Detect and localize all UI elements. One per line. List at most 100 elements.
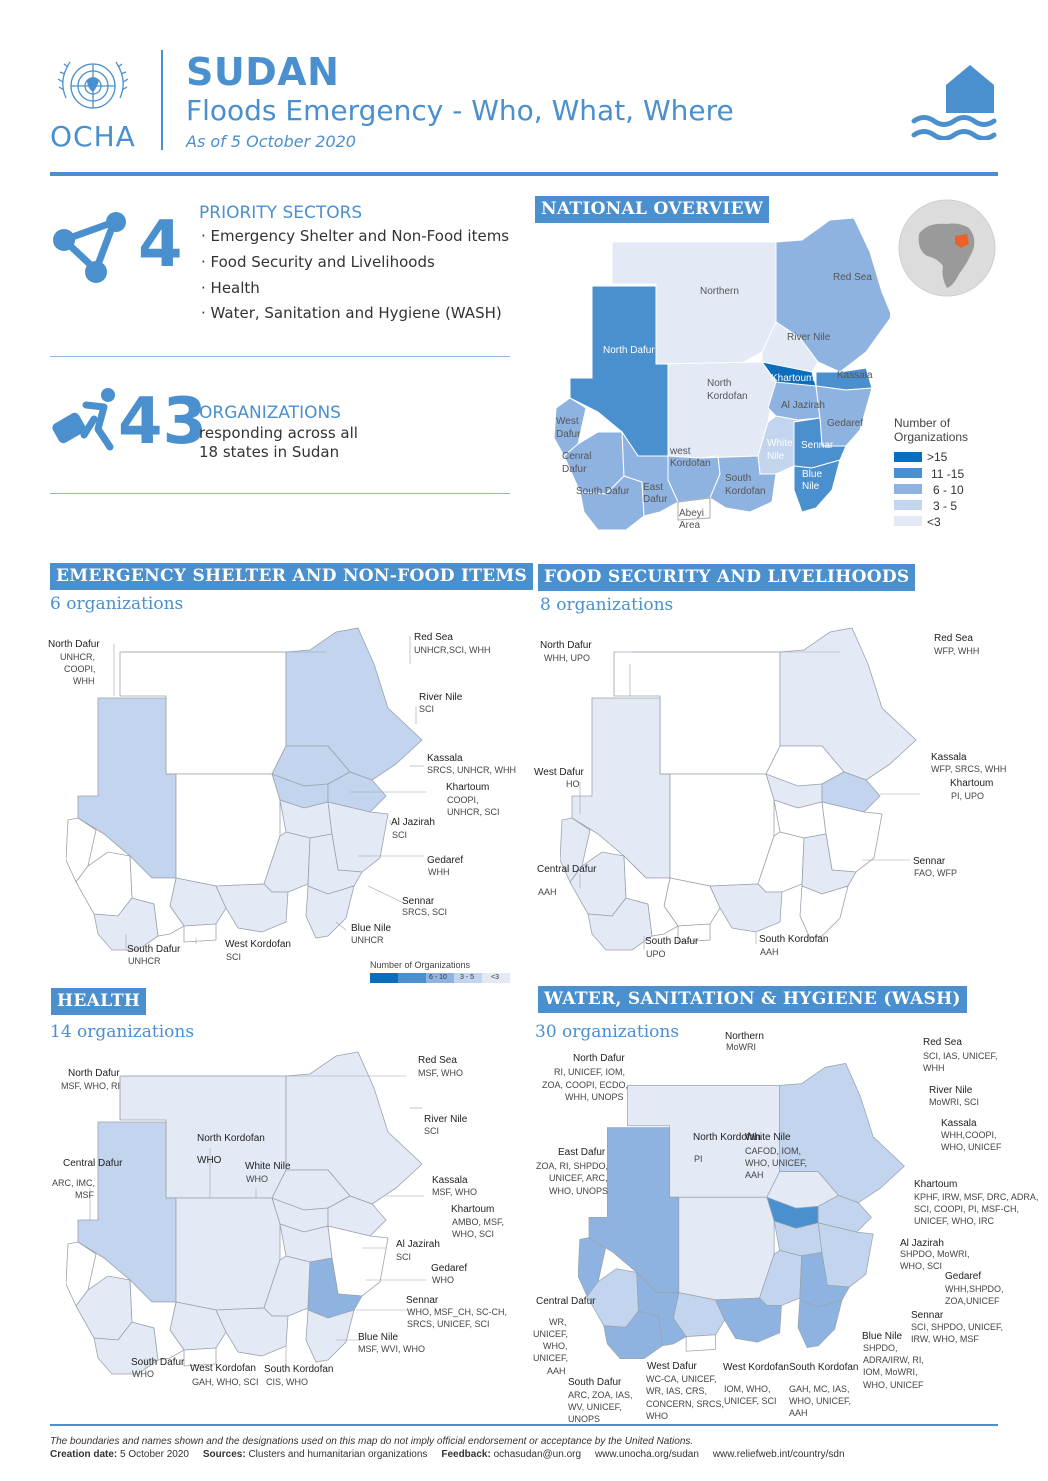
map-label-orgs: WHO	[246, 1174, 268, 1184]
map-label-orgs: ARC, ZOA, IAS,	[568, 1390, 633, 1400]
state-label-blue-nile: Blue	[802, 469, 823, 480]
map-label-state: Gedaref	[431, 1263, 468, 1274]
map-label-orgs: WHH	[73, 676, 95, 686]
state-label-west-kordofan: west	[670, 446, 691, 457]
state-label-west-kordofan: Kordofan	[670, 458, 711, 469]
map-label-orgs: WHO, UNICEF,	[789, 1396, 851, 1406]
legend-label: 6 - 10	[933, 483, 964, 497]
footer-link-reliefweb[interactable]: www.reliefweb.int/country/sdn	[712, 1449, 845, 1460]
map-label-state: North Dafur	[540, 640, 592, 651]
map-label-state: Central Dafur	[63, 1158, 123, 1169]
map-label-state: Central Dafur	[536, 1296, 596, 1307]
state-north-kordofan	[655, 361, 777, 459]
page-subtitle: Floods Emergency - Who, What, Where	[186, 94, 734, 127]
map-label-orgs: AAH	[547, 1366, 566, 1376]
map-label-orgs: MoWRI, SCI	[929, 1097, 980, 1107]
state-label-south-dafur: South Dafur	[576, 486, 630, 497]
map-label-state: East Dafur	[558, 1147, 606, 1158]
map-label-orgs: COOPI,	[447, 795, 479, 805]
map-label-state: Kassala	[931, 752, 967, 763]
map-label-orgs: IOM, WHO,	[724, 1384, 771, 1394]
map-label-orgs: GAH, MC, IAS,	[789, 1384, 850, 1394]
map-label-state: Blue Nile	[351, 923, 392, 934]
map-label-orgs: WHH, UNOPS	[565, 1092, 624, 1102]
map-label-state: White Nile	[745, 1132, 791, 1143]
map-label-orgs: WHO, SCI	[452, 1229, 494, 1239]
map-label-state: South Kordofan	[759, 934, 829, 945]
map-label-orgs: WHO, UNICEF	[941, 1142, 1002, 1152]
organizations-heading: ORGANIZATIONS	[199, 403, 341, 423]
map-label-state-2: WHO	[197, 1155, 222, 1166]
sector-item: · Emergency Shelter and Non-Food items	[201, 227, 510, 245]
map-label-state: North Dafur	[573, 1053, 625, 1064]
state-blue-nile	[793, 459, 841, 513]
map-label-state: Sennar	[406, 1295, 439, 1306]
state-abyei	[677, 497, 711, 521]
map-label-state: Khartoum	[446, 782, 490, 793]
shelter-legend-label: 3 - 5	[460, 974, 475, 981]
sector-item: · Water, Sanitation and Hygiene (WASH)	[201, 304, 502, 322]
state-north-kordofan	[166, 773, 281, 887]
footer-feedback-email[interactable]: ochasudan@un.org	[493, 1449, 582, 1460]
map-label-state: West Dafur	[647, 1361, 697, 1372]
state-label-northern: Northern	[700, 286, 739, 297]
map-label-orgs: SRCS, UNHCR, WHH	[427, 765, 516, 775]
state-label-white-nile: White	[767, 438, 793, 449]
map-label-orgs: SRCS, UNICEF, SCI	[407, 1319, 490, 1329]
state-label-al-jazirah: Al Jazirah	[781, 400, 825, 411]
legend-swatch	[894, 452, 922, 462]
state-label-west-dafur: Dafur	[556, 429, 581, 440]
priority-count: 4	[138, 208, 183, 282]
map-label-state: Northern	[725, 1031, 764, 1042]
map-label-orgs: WHO, UNICEF,	[745, 1158, 807, 1168]
priority-heading: PRIORITY SECTORS	[199, 203, 363, 223]
map-label-orgs: UNOPS	[568, 1414, 601, 1424]
map-label-orgs: UNHCR, SCI	[447, 807, 500, 817]
map-label-state: South Dafur	[127, 944, 181, 955]
map-label-state: West Kordofan	[190, 1363, 256, 1374]
map-label-orgs: PI, UPO	[951, 791, 985, 801]
map-label-orgs: ZOA,UNICEF	[945, 1296, 1000, 1306]
map-label-orgs: UNICEF, WHO, IRC	[914, 1216, 994, 1226]
state-north-dafur	[569, 285, 669, 457]
footer-sources-value: Clusters and humanitarian organizations	[248, 1449, 428, 1460]
map-label-orgs: SCI	[424, 1126, 440, 1136]
shelter-banner: EMERGENCY SHELTER AND NON-FOOD ITEMS	[50, 563, 534, 590]
map-label-state: Kassala	[941, 1118, 977, 1129]
map-label-state: South Dafur	[645, 936, 699, 947]
map-label-orgs: WC-CA, UNICEF,	[646, 1374, 717, 1384]
state-east-dafur	[129, 854, 185, 937]
map-label-state: Al Jazirah	[396, 1239, 440, 1250]
state-label-sennar: Sennar	[801, 440, 834, 451]
map-label-orgs: ARC, IMC,	[52, 1178, 96, 1188]
map-label-orgs: CAFOD, IOM,	[745, 1146, 801, 1156]
state-label-red-sea: Red Sea	[833, 272, 872, 283]
page-title: SUDAN	[186, 50, 340, 94]
map-label-orgs: SCI	[392, 830, 408, 840]
state-label-khartoum: Khartoum	[771, 373, 815, 384]
organizations-count: 43	[118, 385, 208, 459]
legend-label: <3	[927, 515, 941, 529]
sudan-map-svg	[553, 217, 893, 531]
state-label-blue-nile: Nile	[802, 481, 820, 492]
state-label-river-nile: River Nile	[787, 332, 831, 343]
map-label-orgs: ZOA, RI, SHPDO,	[536, 1161, 609, 1171]
map-label-state: Sennar	[402, 896, 435, 907]
map-label-orgs: UNICEF,	[533, 1353, 569, 1363]
footer-link-unocha[interactable]: www.unocha.org/sudan	[594, 1449, 699, 1460]
map-label-state: White Nile	[245, 1161, 291, 1172]
header-divider	[161, 50, 163, 150]
state-gedaref	[815, 385, 873, 447]
national-overview-banner: NATIONAL OVERVIEW	[535, 196, 770, 223]
map-label-orgs: SCI, SHPDO, UNICEF,	[911, 1322, 1004, 1332]
map-label-orgs: AAH	[789, 1408, 808, 1418]
map-label-state: South Kordofan	[264, 1364, 334, 1375]
divider	[50, 356, 510, 357]
map-label-orgs: WHO, UNOPS	[549, 1186, 609, 1196]
map-label-state: Al Jazirah	[391, 817, 435, 828]
map-label-state: South Dafur	[131, 1357, 185, 1368]
map-label-orgs: IRW, WHO, MSF	[911, 1334, 979, 1344]
map-label-state: Khartoum	[914, 1179, 958, 1190]
map-label-orgs: CIS, WHO	[266, 1377, 308, 1387]
footer-sources-label: Sources:	[202, 1449, 246, 1460]
